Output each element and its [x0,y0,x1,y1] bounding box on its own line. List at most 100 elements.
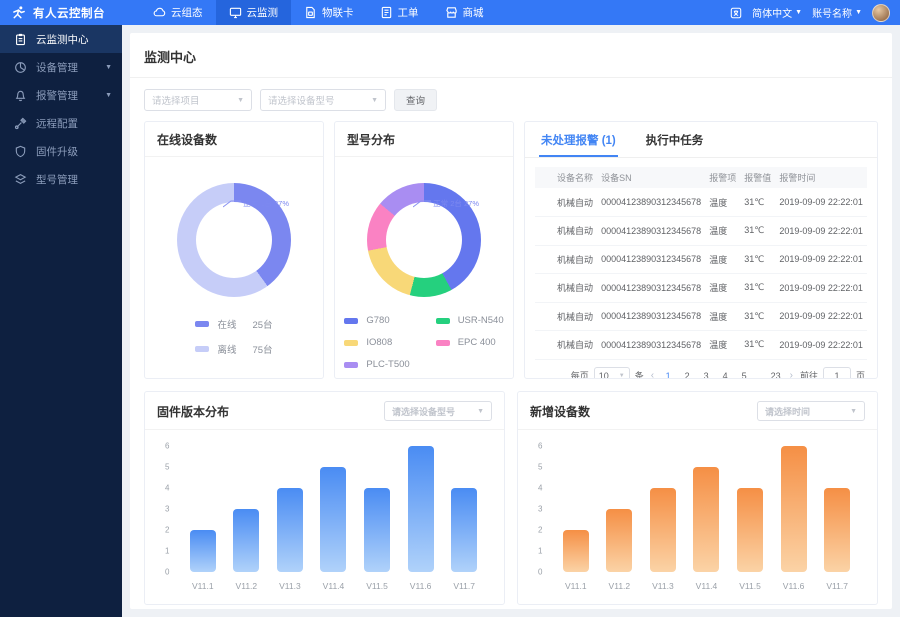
page-number-3[interactable]: 3 [703,370,709,379]
sidebar-item-label: 报警管理 [36,89,78,102]
bar[interactable] [606,509,633,572]
nav-item-1[interactable]: 云组态 [140,0,216,25]
page-ellipsis: ... [756,370,764,379]
device-icon [14,61,27,74]
page-title: 监测中心 [144,50,197,65]
alarm-tabs: 未处理报警 (1) 执行中任务 [525,122,877,158]
bottom-card-row: 固件版本分布 请选择设备型号 ▼ 6 5 4 3 2 1 0 V11.1 V11.2 V11.3… [144,391,878,605]
account-menu[interactable]: 账号名称 ▼ [812,5,862,20]
firmware-model-select[interactable]: 请选择设备型号 ▼ [384,401,492,421]
table-cell: 机械自动 [535,302,598,331]
table-cell: 2019-09-09 22:22:01 [775,245,867,274]
donut-annotation: 正常 2台 27% [413,197,479,209]
per-page-label: 每页 [570,371,589,379]
annotation-label: 正常 2台 27% [243,198,289,208]
table-cell: 00004123890312345678 [597,245,706,274]
prev-page-button[interactable]: ‹ [650,370,655,379]
legend-label: 离线 [217,345,237,356]
table-cell: 2019-09-09 22:22:01 [775,188,867,217]
table-cell: 机械自动 [535,188,598,217]
legend-item[interactable]: USR-N540 [435,315,504,326]
page-number-1[interactable]: 1 [665,370,671,379]
sidebar-item-1[interactable]: 云监测中心 [0,25,122,53]
sidebar-item-3[interactable]: 报警管理 ▼ [0,81,122,109]
sidebar-item-6[interactable]: 型号管理 [0,165,122,193]
sidebar-item-4[interactable]: 远程配置 [0,109,122,137]
nav-item-2[interactable]: 云监测 [215,0,291,25]
per-page-unit: 条 [634,371,644,379]
bar[interactable] [737,488,764,572]
avatar[interactable] [872,3,890,22]
translate-icon[interactable] [730,7,742,19]
table-cell: 00004123890312345678 [597,188,706,217]
language-selector[interactable]: 简体中文 ▼ [752,5,802,20]
legend-item[interactable]: 在线 25台 [195,317,273,331]
tab-running-tasks[interactable]: 执行中任务 [645,135,704,147]
legend-label: IO808 [366,337,393,348]
bar[interactable] [407,446,434,572]
cloud-icon [153,6,166,19]
nav-item-3[interactable]: 物联卡 [291,0,367,25]
y-axis-tick: 0 [165,567,170,577]
bar[interactable] [320,467,347,572]
nav-item-5[interactable]: 商城 [432,0,497,25]
bar[interactable] [693,467,720,572]
table-row[interactable]: 机械自动 00004123890312345678 温度 31℃ 2019-09-09 … [535,330,867,360]
remote-config-icon [14,117,27,130]
divider [130,77,892,78]
table-cell: 机械自动 [535,245,598,274]
device-model-select[interactable]: 请选择设备型号 ▼ [260,89,386,111]
page-number-5[interactable]: 5 [741,370,747,379]
table-row[interactable]: 机械自动 00004123890312345678 温度 31℃ 2019-09-09 … [535,245,867,274]
bar[interactable] [780,446,807,572]
bar[interactable] [451,488,478,572]
card-title: 新增设备数 [530,404,591,419]
language-label: 简体中文 [752,9,793,20]
chevron-down-icon: ▼ [237,96,244,104]
legend-item[interactable]: IO808 [344,337,409,348]
card-title: 在线设备数 [145,122,323,157]
legend-item[interactable]: EPC 400 [435,337,504,348]
x-axis-label: V11.6 [409,581,432,591]
page-number-23[interactable]: 23 [770,370,781,379]
tab-pending-alarms[interactable]: 未处理报警 (1) [539,122,618,157]
time-range-select[interactable]: 请选择时间 ▼ [757,401,865,421]
bar[interactable] [233,509,260,572]
sidebar-item-2[interactable]: 设备管理 ▼ [0,53,122,81]
goto-page-input[interactable] [822,366,851,378]
bar[interactable] [276,488,303,572]
new-devices-bar-chart: 6 5 4 3 2 1 0 V11.1 V11.2 V11.3 V11.4 V11.5 V11.6 V1… [518,430,877,604]
table-cell: 温度 [705,245,741,274]
bar[interactable] [562,530,589,572]
bar[interactable] [824,488,851,572]
table-row[interactable]: 机械自动 00004123890312345678 温度 31℃ 2019-09-09 … [535,302,867,331]
table-row[interactable]: 机械自动 00004123890312345678 温度 31℃ 2019-09-09 … [535,216,867,246]
chevron-down-icon: ▼ [855,9,862,16]
legend-swatch [344,339,359,346]
query-button[interactable]: 查询 [394,89,438,111]
y-axis-tick: 1 [165,546,170,556]
table-row[interactable]: 机械自动 00004123890312345678 温度 31℃ 2019-09-09 … [535,273,867,303]
next-page-button[interactable]: › [789,370,793,379]
x-axis-label: V11.4 [695,581,718,591]
model-distribution-card: 型号分布 正常 2台 27% G780 IO808 PLC-T500 USR-N540… [334,121,514,379]
column-header: 设备SN [597,167,706,188]
top-navbar: 有人云控制台 云组态 云监测 物联卡 工单 商城 简体中文 ▼ 账号名称 ▼ [0,0,900,25]
sidebar-item-5[interactable]: 固件升级 [0,137,122,165]
bar[interactable] [364,488,391,572]
bar[interactable] [649,488,676,572]
card-title: 型号分布 [335,122,513,157]
bar[interactable] [189,530,216,572]
nav-item-4[interactable]: 工单 [367,0,432,25]
legend-item[interactable]: PLC-T500 [344,359,410,370]
table-cell: 00004123890312345678 [597,330,706,360]
page-number-4[interactable]: 4 [722,370,728,379]
project-select[interactable]: 请选择项目 ▼ [144,89,252,111]
donut-legend: G780 IO808 PLC-T500 USR-N540 EPC 400 [344,315,504,370]
per-page-select[interactable]: 10 ▼ [593,366,630,378]
legend-item[interactable]: G780 [344,315,409,326]
page-number-2[interactable]: 2 [684,370,690,379]
table-cell: 31℃ [740,216,776,246]
legend-item[interactable]: 离线 75台 [195,342,273,356]
table-row[interactable]: 机械自动 00004123890312345678 温度 31℃ 2019-09-09 … [535,188,867,217]
